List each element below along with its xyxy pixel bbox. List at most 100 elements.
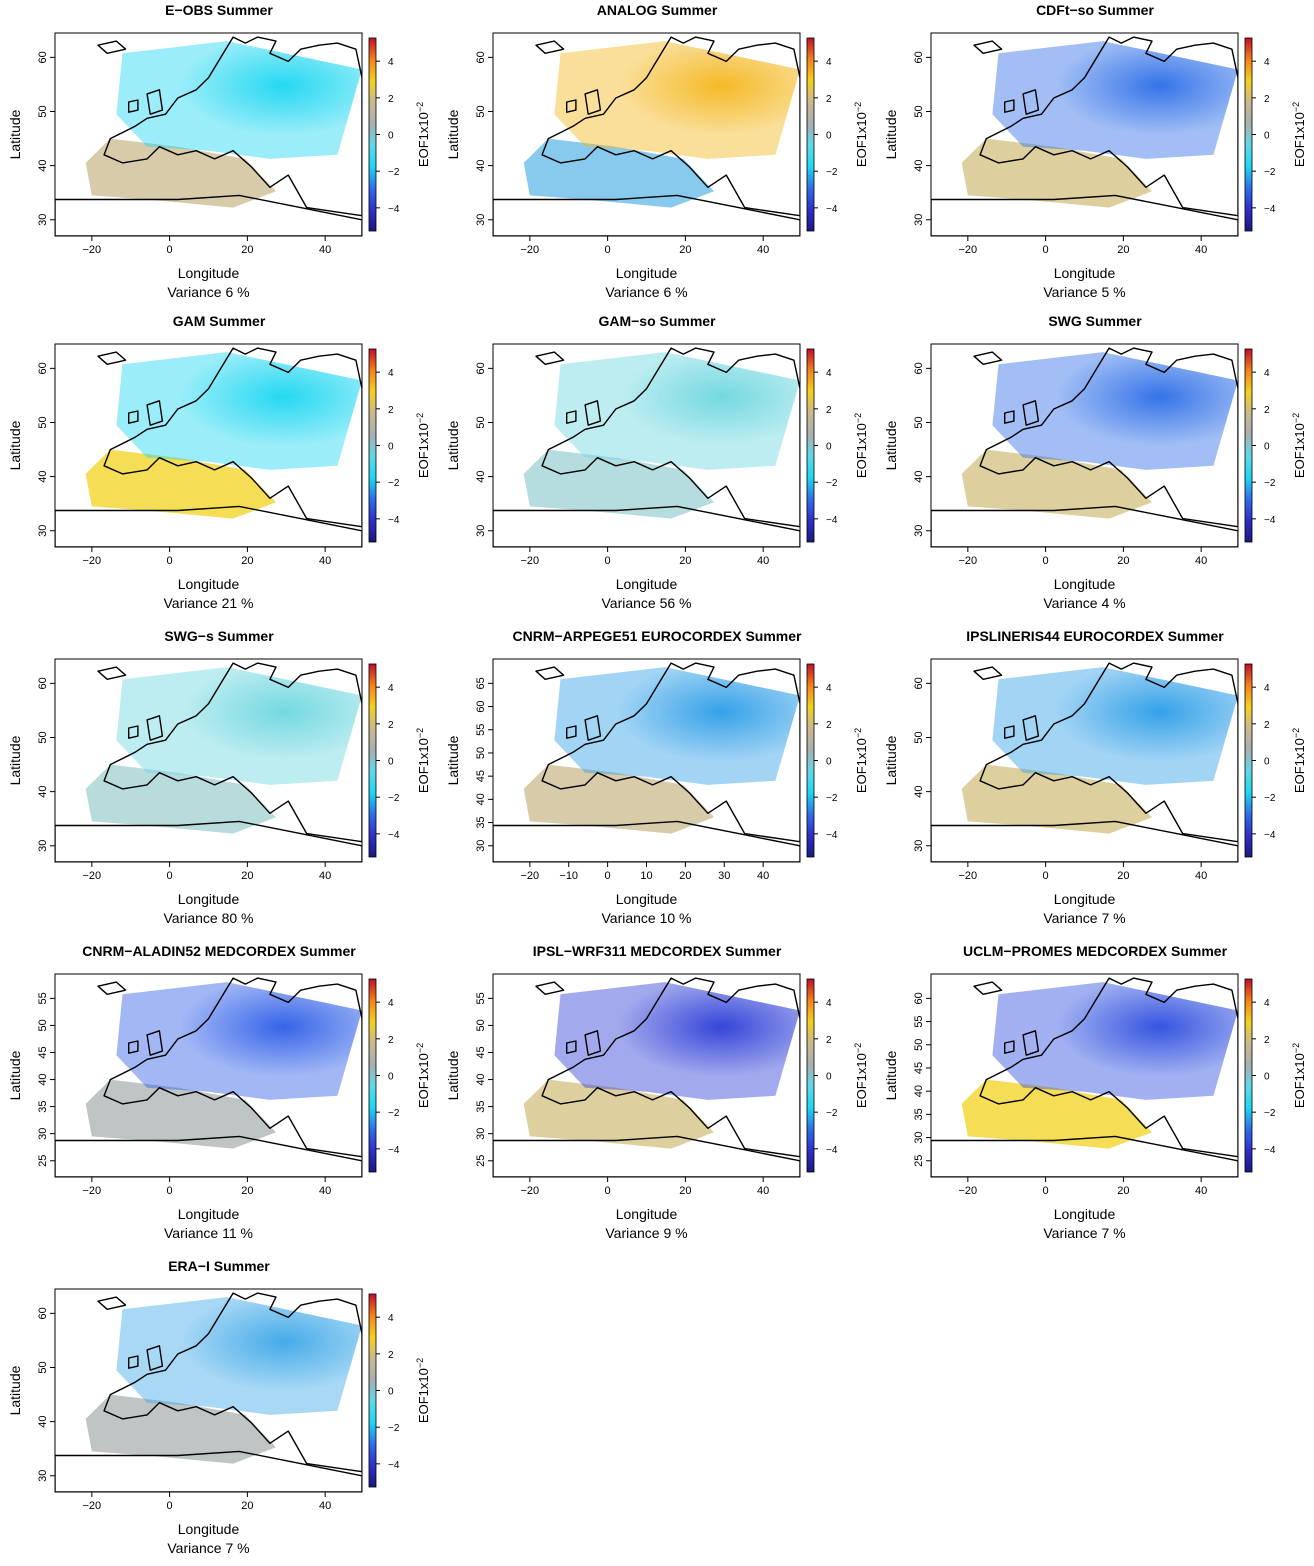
coastline (127, 1355, 139, 1369)
colorbar-tick-label: 2 (388, 405, 394, 416)
coastline (535, 40, 565, 54)
x-tick-label: 20 (241, 870, 253, 882)
colorbar-tick-label: −2 (1264, 167, 1276, 178)
y-tick-label: 60 (913, 362, 925, 374)
x-tick-label: 40 (757, 555, 769, 567)
coastline (931, 194, 1238, 236)
coastline (535, 981, 565, 995)
colorbar (806, 37, 815, 232)
colorbar-tick-label: 4 (388, 1313, 394, 1324)
coastline (1022, 1030, 1040, 1056)
x-tick-label: 0 (1043, 555, 1049, 567)
colorbar-tick-label: −2 (388, 793, 400, 804)
x-tick-label: −20 (959, 555, 978, 567)
y-tick-label: 60 (913, 51, 925, 63)
colorbar-tick-label: 2 (1264, 720, 1270, 731)
coastline (1022, 89, 1040, 115)
y-tick-label: 55 (913, 1015, 925, 1027)
colorbar (368, 663, 377, 858)
coastline (55, 505, 362, 547)
eof-field-primary (116, 982, 362, 1100)
eof-field-secondary (85, 1394, 276, 1464)
x-tick-label: −20 (959, 1185, 978, 1197)
plot-frame (54, 1288, 363, 1493)
eof-field-primary (116, 1297, 362, 1415)
plot-frame (54, 343, 363, 548)
plot-frame (492, 973, 801, 1178)
colorbar-tick-label: −2 (826, 478, 838, 489)
map-area (493, 662, 800, 862)
x-tick-label: 40 (757, 1185, 769, 1197)
map-area (931, 977, 1238, 1177)
coastline (1004, 1040, 1015, 1054)
eof-field-primary (992, 982, 1238, 1100)
y-tick-label: 40 (913, 160, 925, 172)
y-tick-label: 60 (37, 1307, 49, 1319)
coastline (55, 820, 362, 862)
x-tick-label: 20 (1117, 1185, 1129, 1197)
map-area (931, 662, 1238, 862)
coastline (127, 725, 139, 739)
y-tick-label: 55 (475, 724, 487, 736)
coastline (584, 89, 602, 115)
y-tick-label: 40 (37, 1416, 49, 1428)
map-panel: IPSLINERIS44 EUROCORDEX Summer −20 0 20 40 30… (876, 626, 1314, 936)
y-tick-label: 30 (913, 1131, 925, 1143)
colorbar-tick-label: 2 (388, 720, 394, 731)
variance-label: Variance 7 % (1043, 1225, 1126, 1241)
colorbar-label: EOF1x10−2 (415, 728, 431, 793)
variance-label: Variance 80 % (163, 910, 254, 926)
coastline (931, 505, 1238, 547)
x-tick-label: 20 (241, 244, 253, 256)
coastline (97, 981, 127, 995)
colorbar (368, 348, 377, 543)
plot-frame (492, 343, 801, 548)
plot-frame (54, 658, 363, 863)
y-tick-label: 60 (37, 362, 49, 374)
variance-label: Variance 9 % (605, 1225, 688, 1241)
plot-frame (930, 343, 1239, 548)
y-tick-label: 30 (913, 525, 925, 537)
x-tick-label: −20 (521, 555, 540, 567)
coastline (535, 666, 565, 680)
colorbar-tick-label: 2 (826, 94, 832, 105)
coastline (931, 820, 1238, 862)
eof-field-base (554, 352, 800, 470)
eof-field-base (992, 667, 1238, 785)
coastline (97, 1296, 127, 1310)
variance-label: Variance 5 % (1043, 284, 1126, 300)
eof-field-secondary (85, 764, 276, 834)
x-tick-label: 40 (1195, 244, 1207, 256)
x-tick-label: 20 (241, 1500, 253, 1512)
coastline (541, 36, 800, 217)
y-tick-label: 50 (475, 747, 487, 759)
colorbar-label: EOF1x10−2 (415, 1043, 431, 1108)
coastline (493, 505, 800, 547)
y-tick-label: 40 (37, 471, 49, 483)
colorbar-tick-label: −2 (1264, 478, 1276, 489)
coastline (973, 666, 1003, 680)
y-tick-label: 40 (913, 471, 925, 483)
colorbar (368, 1293, 377, 1488)
x-axis-label: Longitude (177, 1521, 240, 1537)
coastline (979, 977, 1238, 1158)
map-panel: CNRM−ARPEGE51 EUROCORDEX Summer −20 −10 0 10… (438, 626, 876, 936)
y-tick-label: 35 (37, 1101, 49, 1113)
map-panel: CNRM−ALADIN52 MEDCORDEX Summer −20 0 20 40 25… (0, 941, 438, 1251)
map-area (55, 662, 362, 862)
colorbar-tick-label: −4 (388, 830, 400, 841)
map-area (493, 977, 800, 1177)
coastline (541, 347, 800, 528)
colorbar-tick-label: −2 (388, 478, 400, 489)
coastline (103, 1292, 362, 1473)
x-tick-label: 20 (679, 1185, 691, 1197)
coastline (979, 662, 1238, 843)
coastline (566, 99, 577, 113)
colorbar-tick-label: 4 (1264, 998, 1270, 1009)
colorbar (806, 348, 815, 543)
x-tick-label: 40 (757, 244, 769, 256)
panel-title: IPSLINERIS44 EUROCORDEX Summer (966, 628, 1224, 644)
